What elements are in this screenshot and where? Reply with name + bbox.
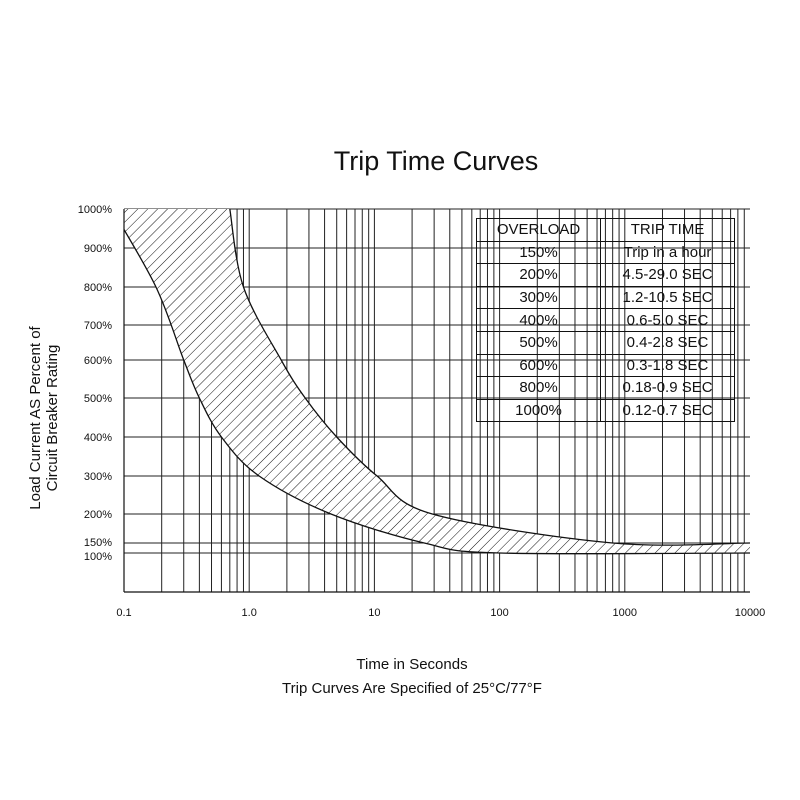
trip-time-cell: 0.6-5.0 SEC	[600, 308, 735, 332]
y-tick-label: 900%	[84, 243, 112, 255]
trip-table: OVERLOAD TRIP TIME 150% Trip in a hour 20…	[475, 218, 735, 423]
y-tick-label: 100%	[84, 551, 112, 563]
overload-cell: 600%	[475, 353, 602, 378]
overload-cell: 800%	[475, 376, 602, 400]
overload-cell: 500%	[475, 330, 602, 355]
y-tick-label: 600%	[84, 355, 112, 367]
header-trip-time: TRIP TIME	[600, 218, 735, 242]
chart-title: Trip Time Curves	[333, 146, 539, 176]
overload-cell: 1000%	[475, 398, 602, 423]
y-axis-label-line1: Load Current AS Percent of	[27, 326, 44, 510]
table-header-row: OVERLOAD TRIP TIME	[475, 218, 735, 242]
overload-cell: 400%	[475, 308, 602, 332]
table-row: 600% 0.3-1.8 SEC	[475, 353, 735, 378]
y-tick-label: 500%	[84, 393, 112, 405]
y-tick-label: 1000%	[78, 204, 112, 216]
band-hatch	[124, 209, 750, 554]
table-row: 300% 1.2-10.5 SEC	[475, 285, 735, 310]
trip-time-cell: 4.5-29.0 SEC	[600, 263, 735, 287]
x-tick-label: 1.0	[242, 607, 257, 619]
y-tick-label: 700%	[84, 320, 112, 332]
x-tick-label: 10	[368, 607, 380, 619]
trip-time-cell: Trip in a hour	[600, 240, 735, 265]
trip-time-table: OVERLOAD TRIP TIME 150% Trip in a hour 20…	[475, 218, 735, 423]
tick-labels: 0.1 1.0 10 100 1000 10000100%150%200%300%400%…	[78, 204, 766, 619]
overload-cell: 300%	[475, 285, 602, 310]
trip-time-cell: 0.4-2.8 SEC	[600, 330, 735, 355]
y-tick-label: 150%	[84, 537, 112, 549]
y-axis-label: Load Current AS Percent of Circuit Break…	[27, 208, 61, 628]
axes	[123, 209, 750, 593]
trip-time-cell: 0.12-0.7 SEC	[600, 398, 735, 423]
fast-trip-curve	[124, 228, 750, 555]
overload-cell: 200%	[475, 263, 602, 287]
trip-time-cell: 0.18-0.9 SEC	[600, 376, 735, 400]
x-tick-label: 1000	[613, 607, 637, 619]
x-axis-note: Trip Curves Are Specified of 25°C/77°F	[282, 680, 542, 697]
table-row: 800% 0.18-0.9 SEC	[475, 376, 735, 400]
table-row: 150% Trip in a hour	[475, 240, 735, 265]
table-row: 400% 0.6-5.0 SEC	[475, 308, 735, 332]
overload-cell: 150%	[475, 240, 602, 265]
table-row: 500% 0.4-2.8 SEC	[475, 330, 735, 355]
trip-band	[124, 209, 750, 555]
x-tick-label: 100	[490, 607, 508, 619]
y-tick-label: 300%	[84, 471, 112, 483]
x-tick-label: 10000	[735, 607, 766, 619]
x-axis-label: Time in Seconds	[356, 656, 468, 673]
y-tick-label: 400%	[84, 432, 112, 444]
trip-time-cell: 1.2-10.5 SEC	[600, 285, 735, 310]
slow-trip-curve	[229, 209, 750, 546]
y-tick-label: 200%	[84, 509, 112, 521]
table-row: 1000% 0.12-0.7 SEC	[475, 398, 735, 423]
trip-time-cell: 0.3-1.8 SEC	[600, 353, 735, 378]
header-overload: OVERLOAD	[475, 218, 602, 242]
y-tick-label: 800%	[84, 282, 112, 294]
table-row: 200% 4.5-29.0 SEC	[475, 263, 735, 287]
x-tick-label: 0.1	[116, 607, 131, 619]
y-axis-label-line2: Circuit Breaker Rating	[44, 344, 61, 492]
